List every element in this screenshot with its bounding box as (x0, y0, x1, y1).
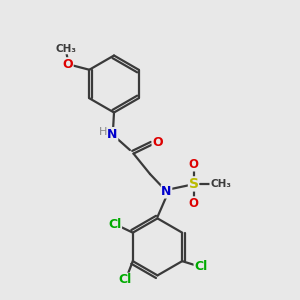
Text: O: O (188, 158, 199, 171)
Text: CH₃: CH₃ (210, 179, 231, 189)
Text: O: O (152, 136, 163, 149)
Text: Cl: Cl (119, 273, 132, 286)
Text: Cl: Cl (108, 218, 122, 231)
Text: O: O (62, 58, 73, 71)
Text: N: N (107, 128, 118, 141)
Text: O: O (188, 197, 199, 210)
Text: Cl: Cl (194, 260, 207, 273)
Text: H: H (99, 127, 108, 137)
Text: CH₃: CH₃ (56, 44, 77, 54)
Text: S: S (188, 177, 199, 191)
Text: N: N (161, 185, 172, 198)
